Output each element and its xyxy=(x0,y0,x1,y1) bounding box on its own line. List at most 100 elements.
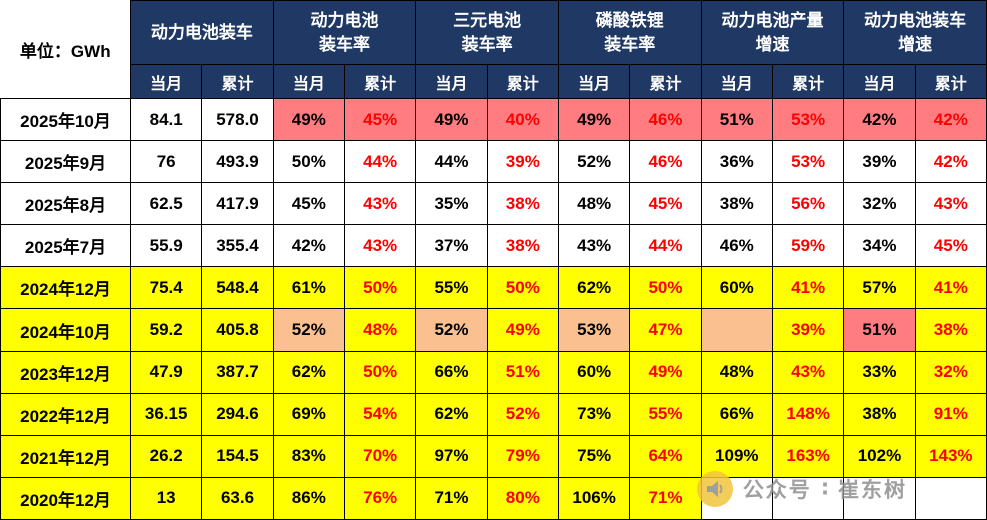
data-cell: 59% xyxy=(771,224,845,268)
table-header: 单位：GWh 动力电池装车 动力电池 装车率 三元电池 装车率 磷酸铁锂 装车率 动力电… xyxy=(0,0,987,99)
data-cell: 49% xyxy=(629,350,702,394)
data-cell: 49% xyxy=(415,97,488,142)
data-cell: 63.6 xyxy=(201,476,274,520)
data-cell: 47% xyxy=(629,308,702,352)
data-cell: 52% xyxy=(272,308,345,352)
data-cell: 71% xyxy=(629,476,702,520)
data-cell: 86% xyxy=(272,476,345,520)
data-cell: 38% xyxy=(914,308,987,352)
subheader-6-month: 当月 xyxy=(843,64,916,99)
subheader-3-cumulative: 累计 xyxy=(486,64,559,99)
subheader-3-month: 当月 xyxy=(415,64,488,99)
data-cell: 62% xyxy=(557,266,631,310)
subheader-2-month: 当月 xyxy=(272,64,345,99)
data-cell: 493.9 xyxy=(201,140,274,184)
data-cell: 56% xyxy=(771,182,845,226)
data-cell: 405.8 xyxy=(201,308,274,352)
data-cell: 44% xyxy=(415,140,488,184)
data-cell: 39% xyxy=(771,308,845,352)
table-row: 2025年8月 62.5 417.9 45% 43% 35% 38% 48% 45% 38% 56%… xyxy=(0,182,987,226)
table-row: 2024年10月 59.2 405.8 52% 48% 52% 49% 53% 47% 39% 51… xyxy=(0,308,987,352)
data-cell xyxy=(843,476,916,520)
data-cell: 42% xyxy=(843,97,916,142)
column-group-6: 动力电池装车 增速 xyxy=(843,0,987,65)
data-cell: 143% xyxy=(914,434,987,478)
data-cell: 46% xyxy=(629,97,702,142)
data-cell: 13 xyxy=(129,476,203,520)
data-cell: 387.7 xyxy=(201,350,274,394)
data-cell: 43% xyxy=(771,350,845,394)
table-row: 2025年10月 84.1 578.0 49% 45% 49% 40% 49% 46% 51% 53… xyxy=(0,97,987,142)
subheader-5-month: 当月 xyxy=(700,64,773,99)
data-cell xyxy=(914,476,987,520)
table-row: 2023年12月 47.9 387.7 62% 50% 66% 51% 60% 49% 48% 43… xyxy=(0,350,987,394)
data-cell: 102% xyxy=(843,434,916,478)
data-cell: 66% xyxy=(700,392,773,436)
data-cell: 48% xyxy=(700,350,773,394)
data-cell: 38% xyxy=(486,182,559,226)
data-cell: 53% xyxy=(771,140,845,184)
data-cell: 578.0 xyxy=(201,97,274,142)
data-cell: 52% xyxy=(415,308,488,352)
row-label: 2022年12月 xyxy=(0,392,131,436)
data-cell: 42% xyxy=(914,97,987,142)
data-cell: 26.2 xyxy=(129,434,203,478)
data-cell: 69% xyxy=(272,392,345,436)
data-cell: 91% xyxy=(914,392,987,436)
subheader-2-cumulative: 累计 xyxy=(343,64,417,99)
data-cell: 47.9 xyxy=(129,350,203,394)
data-cell: 46% xyxy=(629,140,702,184)
data-cell: 32% xyxy=(843,182,916,226)
data-cell: 50% xyxy=(343,266,417,310)
data-cell: 50% xyxy=(343,350,417,394)
data-cell: 49% xyxy=(486,308,559,352)
data-cell: 39% xyxy=(486,140,559,184)
data-cell: 54% xyxy=(343,392,417,436)
subheader-5-cumulative: 累计 xyxy=(771,64,845,99)
data-cell: 355.4 xyxy=(201,224,274,268)
data-cell: 40% xyxy=(486,97,559,142)
table-row: 2021年12月 26.2 154.5 83% 70% 97% 79% 75% 64% 109% 1… xyxy=(0,434,987,478)
data-cell: 106% xyxy=(557,476,631,520)
data-cell: 71% xyxy=(415,476,488,520)
data-cell: 36.15 xyxy=(129,392,203,436)
data-cell: 44% xyxy=(343,140,417,184)
data-cell: 76 xyxy=(129,140,203,184)
data-cell: 48% xyxy=(343,308,417,352)
table-body: 2025年10月 84.1 578.0 49% 45% 49% 40% 49% 46% 51% 53… xyxy=(0,97,987,520)
data-cell: 35% xyxy=(415,182,488,226)
data-cell: 32% xyxy=(914,350,987,394)
data-cell: 51% xyxy=(843,308,916,352)
data-cell: 80% xyxy=(486,476,559,520)
data-cell: 36% xyxy=(700,140,773,184)
data-cell xyxy=(700,476,773,520)
row-label: 2025年8月 xyxy=(0,182,131,226)
data-cell: 49% xyxy=(272,97,345,142)
data-cell: 51% xyxy=(700,97,773,142)
row-label: 2025年10月 xyxy=(0,97,131,142)
data-cell: 154.5 xyxy=(201,434,274,478)
data-cell: 76% xyxy=(343,476,417,520)
data-cell: 73% xyxy=(557,392,631,436)
data-cell: 60% xyxy=(700,266,773,310)
subheader-1-month: 当月 xyxy=(129,64,203,99)
row-label: 2020年12月 xyxy=(0,476,131,520)
table-row: 2020年12月 13 63.6 86% 76% 71% 80% 106% 71% xyxy=(0,476,987,520)
row-label: 2025年9月 xyxy=(0,140,131,184)
unit-label: 单位：GWh xyxy=(0,0,131,99)
data-cell: 62% xyxy=(272,350,345,394)
data-cell: 43% xyxy=(557,224,631,268)
data-cell: 79% xyxy=(486,434,559,478)
data-cell xyxy=(700,308,773,352)
data-cell: 49% xyxy=(557,97,631,142)
data-cell: 33% xyxy=(843,350,916,394)
data-cell: 60% xyxy=(557,350,631,394)
data-cell: 43% xyxy=(343,224,417,268)
data-cell: 50% xyxy=(486,266,559,310)
data-cell: 75.4 xyxy=(129,266,203,310)
data-cell: 43% xyxy=(914,182,987,226)
data-cell: 64% xyxy=(629,434,702,478)
data-cell: 38% xyxy=(486,224,559,268)
